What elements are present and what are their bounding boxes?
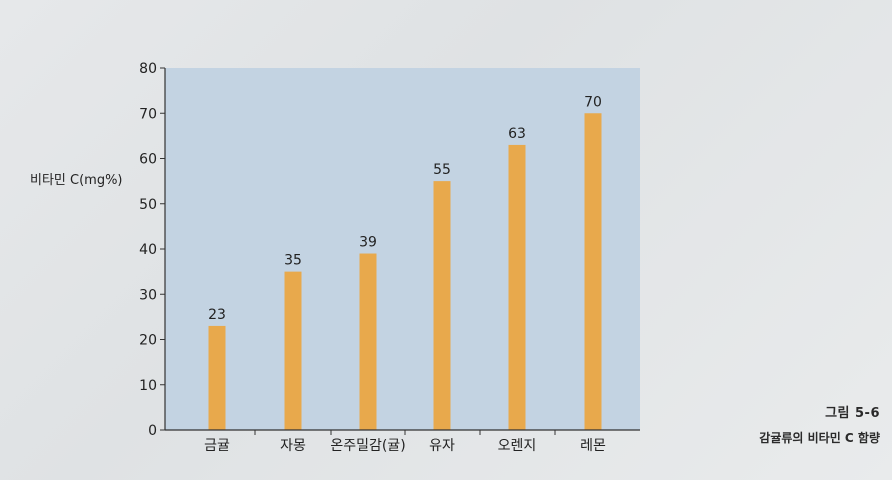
x-tick-label: 오렌지 xyxy=(498,438,537,454)
data-label: 39 xyxy=(359,235,377,251)
y-tick-label: 80 xyxy=(139,61,157,77)
figure-title: 감귤류의 비타민 C 함량 xyxy=(690,429,880,446)
bar xyxy=(209,326,226,430)
data-label: 35 xyxy=(284,253,302,269)
data-label: 70 xyxy=(584,94,602,110)
y-tick-label: 70 xyxy=(139,106,157,122)
bar xyxy=(509,145,526,430)
data-label: 63 xyxy=(508,126,526,142)
data-label: 23 xyxy=(208,307,226,323)
bar xyxy=(360,254,377,430)
figure-number: 그림 5-6 xyxy=(690,402,880,421)
y-tick-label: 60 xyxy=(139,152,157,168)
y-tick-label: 0 xyxy=(148,423,157,439)
data-label: 55 xyxy=(433,162,451,178)
x-tick-label: 온주밀감(귤) xyxy=(330,438,405,454)
y-tick-label: 40 xyxy=(139,242,157,258)
x-tick-label: 레몬 xyxy=(580,438,606,454)
y-tick-label: 50 xyxy=(139,197,157,213)
y-tick-label: 30 xyxy=(139,287,157,303)
bar xyxy=(585,113,602,430)
y-axis-label: 비타민 C(mg%) xyxy=(30,173,123,188)
y-tick-label: 20 xyxy=(139,333,157,349)
x-tick-label: 금귤 xyxy=(204,438,230,454)
plot-background xyxy=(165,68,640,430)
figure-caption: 그림 5-6 감귤류의 비타민 C 함량 xyxy=(690,402,880,446)
x-tick-label: 자몽 xyxy=(280,438,306,454)
y-tick-label: 10 xyxy=(139,378,157,394)
bar xyxy=(434,181,451,430)
bar xyxy=(285,272,302,430)
x-tick-label: 유자 xyxy=(429,438,455,454)
